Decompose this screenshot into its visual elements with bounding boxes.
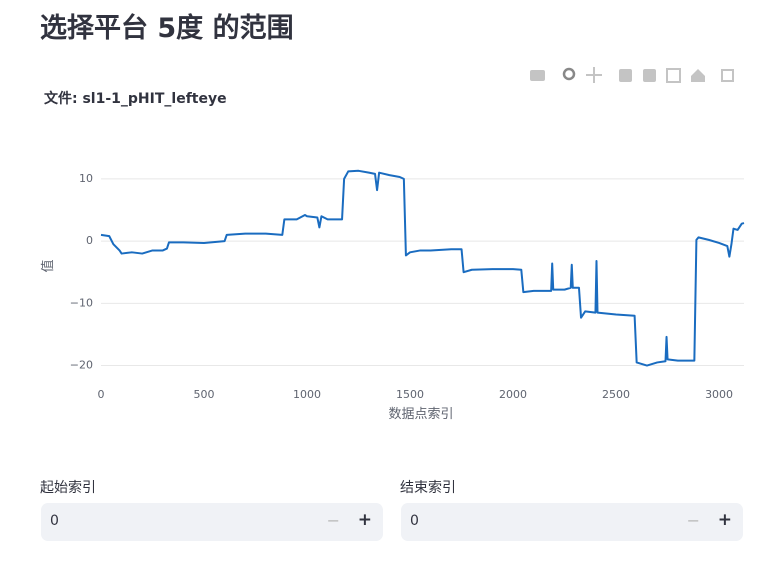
x-tick-label: 1500 xyxy=(396,388,424,401)
zoom-in-icon[interactable] xyxy=(619,69,632,82)
zoom-icon[interactable] xyxy=(562,67,576,81)
y-tick-label: −20 xyxy=(70,359,93,372)
fullscreen-icon[interactable] xyxy=(721,69,734,82)
number-input[interactable]: 0 − + xyxy=(41,503,383,541)
y-tick-label: −10 xyxy=(70,296,93,309)
data-line xyxy=(100,169,745,367)
input-value[interactable]: 0 xyxy=(410,513,419,529)
increment-button[interactable]: + xyxy=(357,510,372,530)
zoom-out-icon[interactable] xyxy=(643,69,656,82)
y-tick-label: 10 xyxy=(79,172,93,185)
pan-icon[interactable] xyxy=(586,67,602,83)
modebar xyxy=(530,67,734,83)
chart-title: 文件: sl1-1_pHIT_lefteye xyxy=(44,90,227,107)
x-axis-title: 数据点索引 xyxy=(388,407,453,422)
x-tick-label: 500 xyxy=(194,388,215,401)
input-label: 起始索引 xyxy=(40,480,96,496)
decrement-button[interactable]: − xyxy=(686,511,700,530)
x-tick-label: 2500 xyxy=(602,388,630,401)
input-value[interactable]: 0 xyxy=(50,513,59,529)
x-tick-label: 2000 xyxy=(499,388,527,401)
decrement-button[interactable]: − xyxy=(326,511,340,530)
increment-button[interactable]: + xyxy=(717,510,732,530)
reset-icon[interactable] xyxy=(691,69,705,82)
y-axis-title: 值 xyxy=(40,259,56,272)
number-input[interactable]: 0 − + xyxy=(401,503,743,541)
page-title: 选择平台 5度 的范围 xyxy=(40,13,294,44)
input-label: 结束索引 xyxy=(400,480,456,496)
x-tick-label: 1000 xyxy=(293,388,321,401)
chart: 文件: sl1-1_pHIT_lefteye 数据点索引 值 −20 −10 0 10… xyxy=(40,67,745,422)
autoscale-icon[interactable] xyxy=(666,68,681,83)
y-tick-label: 0 xyxy=(86,234,93,247)
camera-icon[interactable] xyxy=(530,70,545,81)
x-tick-label: 0 xyxy=(98,388,105,401)
x-tick-label: 3000 xyxy=(705,388,733,401)
